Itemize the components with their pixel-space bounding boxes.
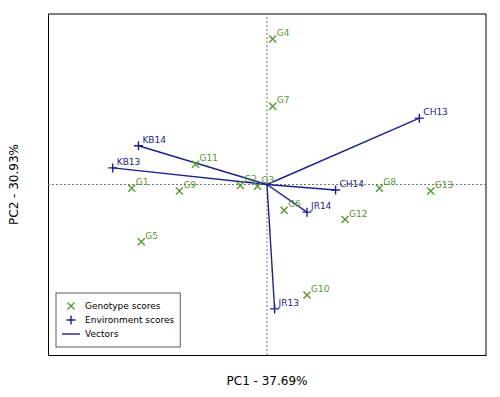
point-label: CH14 [340,179,365,189]
point [192,161,199,168]
vector [138,146,267,185]
legend-handle [67,316,76,325]
point-label: G5 [145,231,158,241]
point-label: CH13 [423,107,448,117]
point-label: G13 [435,180,453,190]
point-label: G1 [136,177,149,187]
point [427,187,434,194]
marks [48,14,486,355]
point [269,35,276,42]
point [128,185,135,192]
point [281,207,288,214]
points [108,114,424,314]
chart: G8 G4 G7 G11 G9 G1 G5 G6 G12 G13 G10 G2 G3 CH13 CH14 JR… [0,0,500,397]
x-axis [49,355,487,356]
legend: Genotype scores Environment scores Vectors [56,293,180,347]
point-labels: G8 G4 G7 G11 G9 G1 G5 G6 G12 G13 G10 G2 G3 CH13 CH14 JR… [117,28,453,308]
vector [267,118,419,184]
point-label: G7 [277,95,290,105]
x-axis-title: PC1 - 37.69% [227,374,308,388]
legend-label: Genotype scores [85,301,161,311]
legend-handle [68,303,75,310]
point-label: G11 [200,153,218,163]
point [376,185,383,192]
point-label: KB14 [142,135,166,145]
point [176,187,183,194]
point [237,182,244,189]
x-axis-line [49,355,487,356]
points [128,35,434,298]
point-label: G2 [244,174,257,184]
point-label: G10 [311,284,330,294]
legend-handle [62,333,80,334]
point-label: G3 [261,175,274,185]
point-label: G9 [183,180,196,190]
point-label: KB13 [117,157,141,167]
vector [267,185,336,191]
y-axis-title: PC2 - 30.93% [7,144,21,225]
vectors [113,118,420,309]
point-label: JR13 [278,298,299,308]
point-label: G12 [349,209,367,219]
point [342,216,349,223]
plot: G8 G4 G7 G11 G9 G1 G5 G6 G12 G13 G10 G2 G3 CH13 CH14 JR… [48,14,487,356]
point-label: G8 [383,177,396,187]
point-label: G6 [288,199,301,209]
legend-box [56,293,180,347]
legend-label: Vectors [85,329,119,339]
point-label: G4 [277,28,290,38]
legend-label: Environment scores [85,315,175,325]
point [303,292,310,299]
point-label: JR14 [310,201,332,211]
point [269,103,276,110]
vector [267,185,275,309]
point [138,238,145,245]
